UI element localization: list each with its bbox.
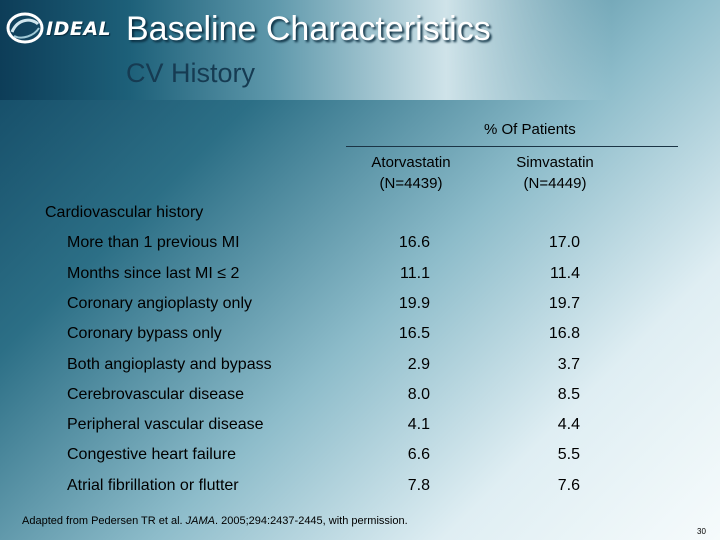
citation-journal: JAMA (186, 515, 215, 527)
table-row: Congestive heart failure 6.6 5.5 (0, 446, 720, 470)
atorvastatin-value: 16.6 (370, 234, 430, 252)
row-label: Atrial fibrillation or flutter (67, 477, 239, 495)
row-label: Coronary angioplasty only (67, 295, 252, 313)
slide-title: Baseline Characteristics (126, 10, 491, 49)
simvastatin-value: 19.7 (520, 295, 580, 313)
simvastatin-value: 11.4 (520, 265, 580, 283)
atorvastatin-value: 16.5 (370, 325, 430, 343)
row-label: Cerebrovascular disease (67, 386, 244, 404)
simvastatin-value: 4.4 (520, 416, 580, 434)
row-label: More than 1 previous MI (67, 234, 240, 252)
simvastatin-value: 5.5 (520, 446, 580, 464)
simvastatin-value: 16.8 (520, 325, 580, 343)
atorvastatin-n: (N=4439) (341, 173, 481, 194)
atorvastatin-value: 8.0 (370, 386, 430, 404)
slide-subtitle: CV History (126, 58, 255, 89)
table-row: Peripheral vascular disease 4.1 4.4 (0, 416, 720, 440)
atorvastatin-value: 19.9 (370, 295, 430, 313)
atorvastatin-value: 4.1 (370, 416, 430, 434)
atorvastatin-value: 6.6 (370, 446, 430, 464)
table-row: More than 1 previous MI 16.6 17.0 (0, 234, 720, 258)
simvastatin-n: (N=4449) (485, 173, 625, 194)
swirl-logo-icon (6, 10, 44, 46)
atorvastatin-value: 11.1 (370, 265, 430, 283)
atorvastatin-name: Atorvastatin (341, 152, 481, 173)
citation-suffix: . 2005;294:2437-2445, with permission. (215, 515, 408, 527)
table-row: Coronary bypass only 16.5 16.8 (0, 325, 720, 349)
atorvastatin-value: 2.9 (370, 356, 430, 374)
table-row: Atrial fibrillation or flutter 7.8 7.6 (0, 477, 720, 501)
citation-prefix: Adapted from Pedersen TR et al. (22, 515, 186, 527)
simvastatin-value: 7.6 (520, 477, 580, 495)
simvastatin-value: 17.0 (520, 234, 580, 252)
simvastatin-value: 8.5 (520, 386, 580, 404)
header-rule (346, 146, 678, 147)
atorvastatin-value: 7.8 (370, 477, 430, 495)
table-row: Cerebrovascular disease 8.0 8.5 (0, 386, 720, 410)
percent-of-patients-header: % Of Patients (484, 121, 576, 138)
citation-footnote: Adapted from Pedersen TR et al. JAMA. 20… (22, 515, 408, 527)
section-label: Cardiovascular history (45, 204, 203, 222)
row-label: Coronary bypass only (67, 325, 222, 343)
row-label: Both angioplasty and bypass (67, 356, 272, 374)
simvastatin-column-header: Simvastatin (N=4449) (485, 152, 625, 194)
simvastatin-name: Simvastatin (485, 152, 625, 173)
ideal-logo: IDEAL (6, 10, 128, 50)
atorvastatin-column-header: Atorvastatin (N=4439) (341, 152, 481, 194)
logo-text: IDEAL (46, 18, 111, 40)
simvastatin-value: 3.7 (520, 356, 580, 374)
row-label: Peripheral vascular disease (67, 416, 264, 434)
row-label: Months since last MI ≤ 2 (67, 265, 239, 283)
row-label: Congestive heart failure (67, 446, 236, 464)
table-row: Both angioplasty and bypass 2.9 3.7 (0, 356, 720, 380)
table-row: Months since last MI ≤ 2 11.1 11.4 (0, 265, 720, 289)
table-row: Coronary angioplasty only 19.9 19.7 (0, 295, 720, 319)
page-number: 30 (697, 527, 706, 536)
